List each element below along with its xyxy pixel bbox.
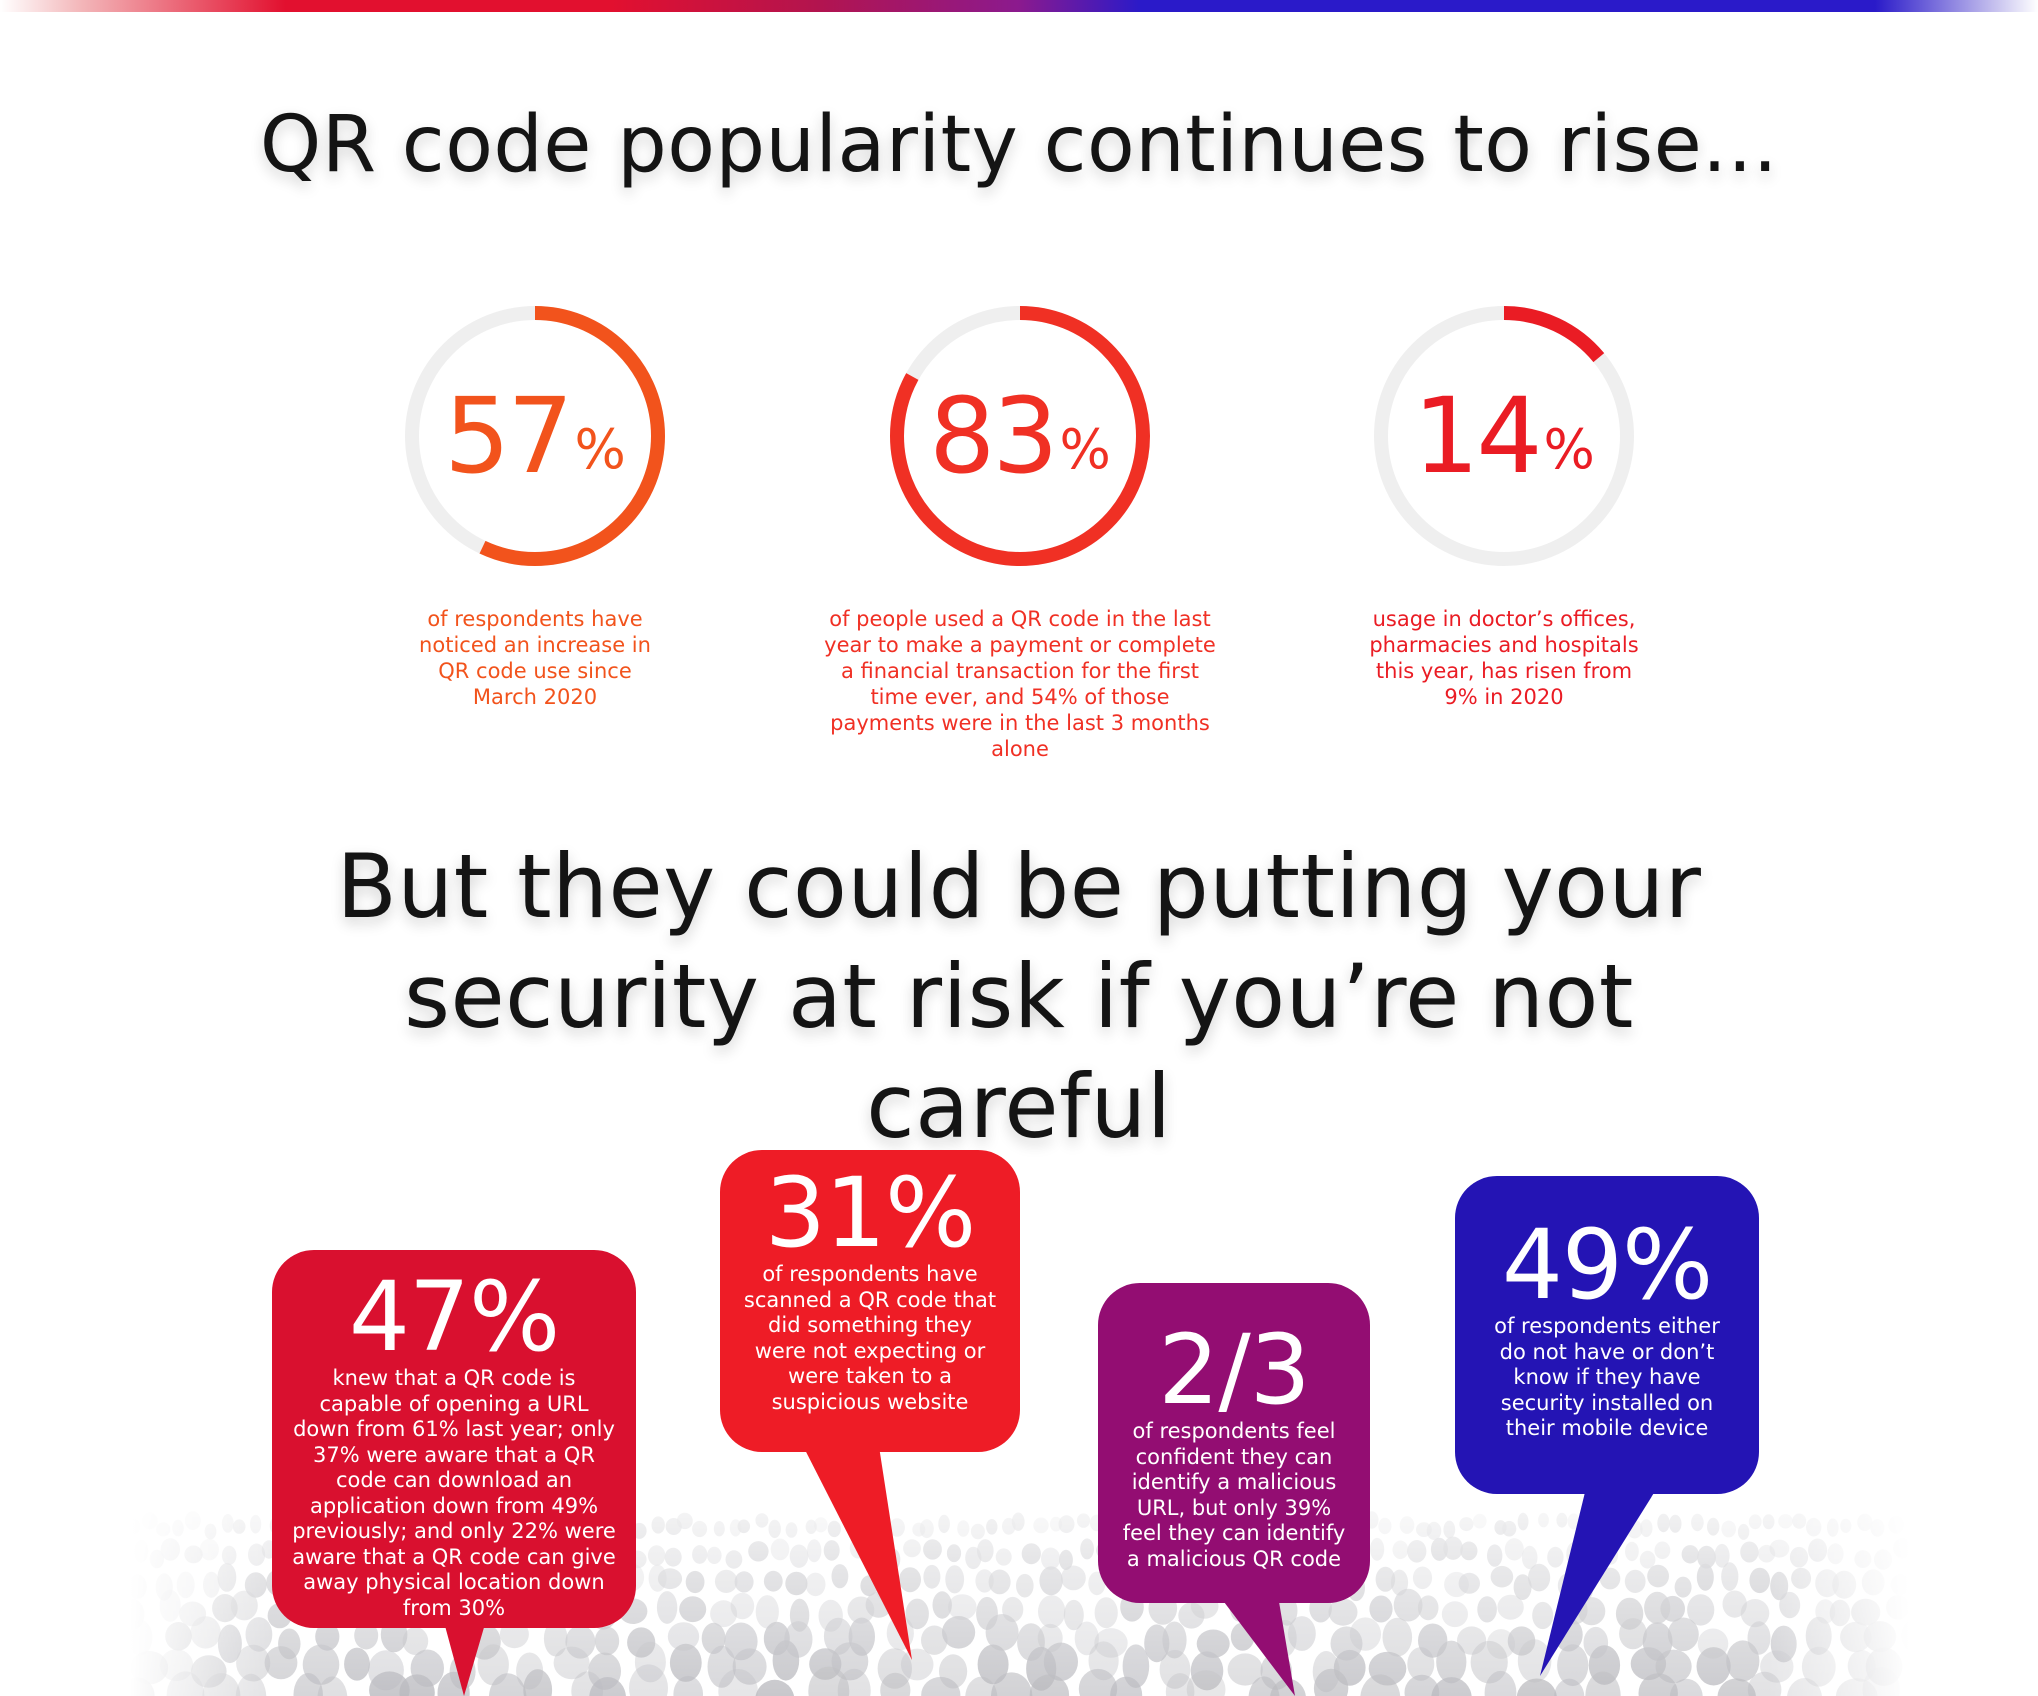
ring-progress [890,306,1150,566]
bubble-value: 49% [1501,1209,1713,1321]
bubble-tail-49 [1540,1480,1662,1676]
bubble-tail-31 [800,1440,912,1660]
top-gradient-bar [0,0,2038,12]
bubble-stat-2-3: 2/3 of respondents feel confident they c… [1098,1283,1370,1603]
ring-description-14: usage in doctor’s offices, pharmacies an… [1369,607,1639,709]
ring-percent-sign: % [1059,417,1111,481]
bubble-value: 2/3 [1158,1314,1311,1426]
bubble-stat-47: 47% knew that a QR code is capable of op… [272,1250,636,1628]
bubble-stat-49: 49% of respondents either do not have or… [1455,1176,1759,1494]
ring-value: 83% [880,296,1160,576]
ring-number: 14 [1413,375,1542,497]
bubble-text: of respondents either do not have or don… [1494,1314,1720,1440]
ring-stat-57: 57% [395,296,675,576]
ring-number: 83 [929,375,1058,497]
ring-chart-14 [1374,306,1634,566]
ring-percent-sign: % [1543,417,1595,481]
ring-chart-83 [890,306,1150,566]
bottom-headline-text: But they could be putting your security … [336,835,1702,1158]
bubble-value: 47% [348,1261,560,1373]
bubble-stat-31: 31% of respondents have scanned a QR cod… [720,1150,1020,1452]
ring-number: 57 [444,375,573,497]
bubble-tail-2-3 [1215,1590,1295,1696]
bubble-text: of respondents have scanned a QR code th… [743,1262,997,1414]
bubble-text: of respondents feel confident they can i… [1122,1419,1346,1571]
ring-chart-57 [405,306,665,566]
ring-percent-sign: % [574,417,626,481]
ring-progress [1374,306,1634,566]
ring-description-57: of respondents have noticed an increase … [419,607,651,709]
ring-value: 57% [395,296,675,576]
ring-value: 14% [1364,296,1644,576]
bottom-headline: But they could be putting your security … [0,832,2038,1162]
ring-stat-14: 14% [1364,296,1644,576]
ring-stat-83: 83% [880,296,1160,576]
bubble-text: knew that a QR code is capable of openin… [292,1366,616,1620]
ring-description-83: of people used a QR code in the last yea… [824,607,1216,761]
ring-progress [405,306,665,566]
top-headline: QR code popularity continues to rise... [259,100,1779,190]
bubble-value: 31% [764,1157,976,1269]
